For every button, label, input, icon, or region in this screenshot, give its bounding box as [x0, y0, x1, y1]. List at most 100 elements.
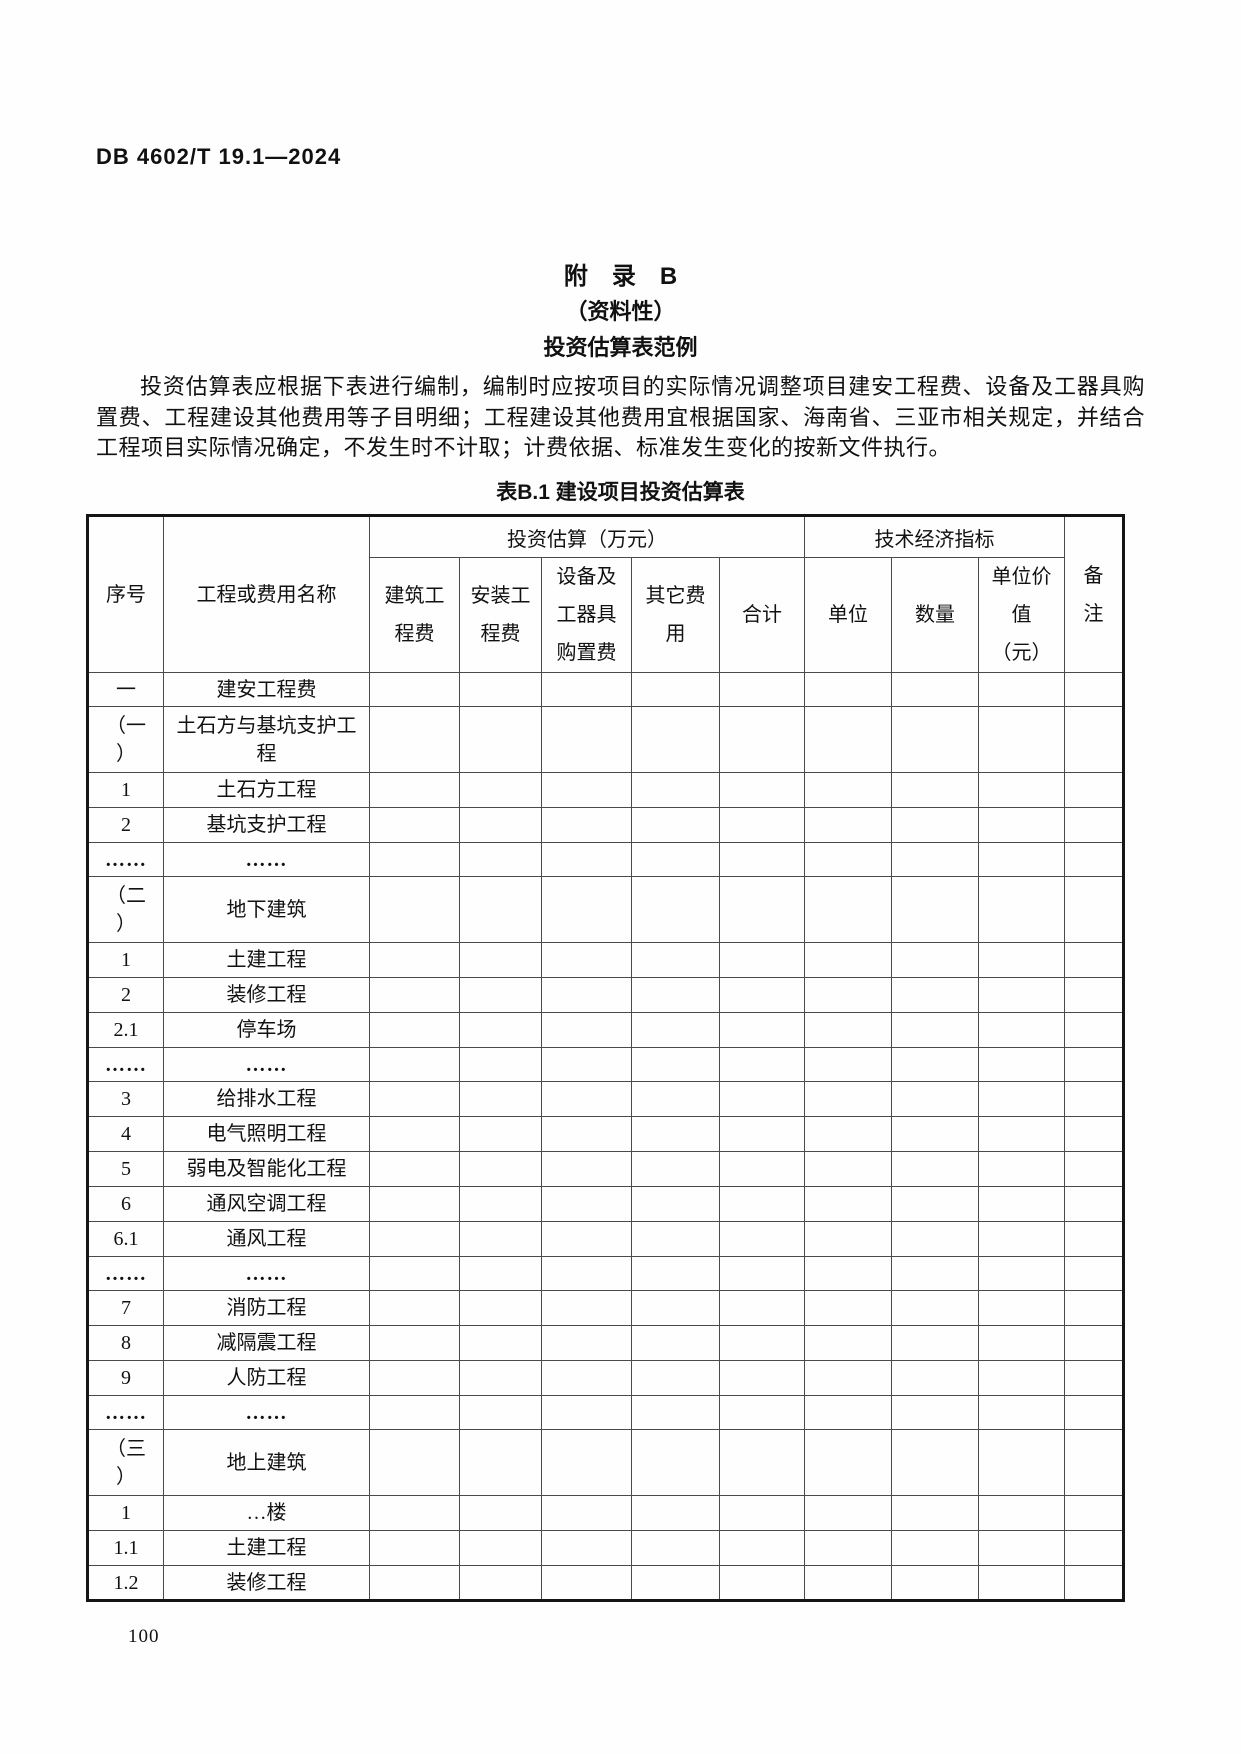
empty-cell	[891, 1360, 979, 1396]
empty-cell	[459, 1429, 542, 1496]
empty-cell	[459, 1151, 542, 1187]
empty-cell	[1064, 1429, 1125, 1496]
empty-cell	[369, 1530, 460, 1566]
serial-cell: 一	[87, 672, 164, 707]
empty-cell	[541, 942, 632, 978]
name-cell: 装修工程	[163, 1565, 370, 1601]
empty-cell	[541, 1221, 632, 1257]
empty-cell	[719, 876, 805, 943]
empty-cell	[459, 1495, 542, 1531]
table-row: 一建安工程费	[87, 672, 1125, 707]
empty-cell	[891, 1012, 979, 1048]
empty-cell	[891, 1530, 979, 1566]
empty-cell	[719, 1081, 805, 1117]
name-cell: 装修工程	[163, 977, 370, 1013]
empty-cell	[804, 772, 892, 808]
table-row: 1 土石方工程	[87, 772, 1125, 808]
header-construction-cost: 建筑工 程费	[369, 557, 460, 673]
serial-cell: ……	[87, 842, 164, 877]
empty-cell	[459, 1395, 542, 1430]
empty-cell	[804, 1221, 892, 1257]
empty-cell	[804, 1186, 892, 1222]
empty-cell	[891, 1186, 979, 1222]
empty-cell	[541, 842, 632, 877]
empty-cell	[459, 1012, 542, 1048]
serial-cell: 1	[87, 942, 164, 978]
empty-cell	[804, 1395, 892, 1430]
table-row: 2.1 停车场	[87, 1012, 1125, 1048]
name-cell: …楼	[163, 1495, 370, 1531]
empty-cell	[631, 1429, 720, 1496]
empty-cell	[891, 1047, 979, 1082]
empty-cell	[369, 977, 460, 1013]
empty-cell	[977, 1081, 1066, 1117]
name-cell: 减隔震工程	[163, 1325, 370, 1361]
empty-cell	[1064, 977, 1125, 1013]
empty-cell	[977, 1530, 1066, 1566]
header-remark: 备 注	[1064, 515, 1125, 673]
empty-cell	[541, 1186, 632, 1222]
empty-cell	[541, 977, 632, 1013]
empty-cell	[1064, 1290, 1125, 1326]
name-cell: 消防工程	[163, 1290, 370, 1326]
empty-cell	[719, 672, 805, 707]
name-cell: 通风工程	[163, 1221, 370, 1257]
empty-cell	[977, 1116, 1066, 1152]
empty-cell	[369, 1221, 460, 1257]
empty-cell	[459, 1081, 542, 1117]
empty-cell	[369, 1395, 460, 1430]
empty-cell	[804, 1429, 892, 1496]
empty-cell	[369, 1495, 460, 1531]
name-cell: ……	[163, 1256, 370, 1291]
serial-cell: （一 ）	[87, 706, 164, 773]
empty-cell	[719, 1429, 805, 1496]
serial-cell: 7	[87, 1290, 164, 1326]
empty-cell	[631, 1530, 720, 1566]
empty-cell	[541, 1116, 632, 1152]
empty-cell	[1064, 1012, 1125, 1048]
empty-cell	[459, 807, 542, 843]
empty-cell	[804, 1290, 892, 1326]
empty-cell	[369, 1151, 460, 1187]
name-cell: 通风空调工程	[163, 1186, 370, 1222]
empty-cell	[631, 1325, 720, 1361]
empty-cell	[541, 1429, 632, 1496]
empty-cell	[891, 807, 979, 843]
header-unit: 单位	[804, 557, 892, 673]
empty-cell	[891, 842, 979, 877]
empty-cell	[719, 842, 805, 877]
empty-cell	[369, 876, 460, 943]
empty-cell	[541, 772, 632, 808]
empty-cell	[1064, 1325, 1125, 1361]
empty-cell	[977, 1325, 1066, 1361]
empty-cell	[891, 1116, 979, 1152]
empty-cell	[719, 1221, 805, 1257]
empty-cell	[719, 1565, 805, 1601]
empty-cell	[891, 672, 979, 707]
header-unit-price: 单位价 值 （元）	[977, 557, 1066, 673]
serial-cell: ……	[87, 1395, 164, 1430]
empty-cell	[891, 1221, 979, 1257]
empty-cell	[977, 772, 1066, 808]
empty-cell	[804, 807, 892, 843]
table-row: 4 电气照明工程	[87, 1116, 1125, 1152]
empty-cell	[891, 772, 979, 808]
empty-cell	[1064, 1081, 1125, 1117]
serial-cell: 1	[87, 1495, 164, 1531]
empty-cell	[977, 842, 1066, 877]
name-cell: 土建工程	[163, 1530, 370, 1566]
empty-cell	[891, 1151, 979, 1187]
table-row: 5 弱电及智能化工程	[87, 1151, 1125, 1187]
empty-cell	[459, 1116, 542, 1152]
empty-cell	[369, 1325, 460, 1361]
header-name: 工程或费用名称	[163, 515, 370, 673]
empty-cell	[891, 876, 979, 943]
empty-cell	[977, 1186, 1066, 1222]
empty-cell	[977, 1151, 1066, 1187]
empty-cell	[1064, 1395, 1125, 1430]
name-cell: 地下建筑	[163, 876, 370, 943]
empty-cell	[977, 1360, 1066, 1396]
header-quantity: 数量	[891, 557, 979, 673]
empty-cell	[977, 1565, 1066, 1601]
empty-cell	[1064, 1495, 1125, 1531]
